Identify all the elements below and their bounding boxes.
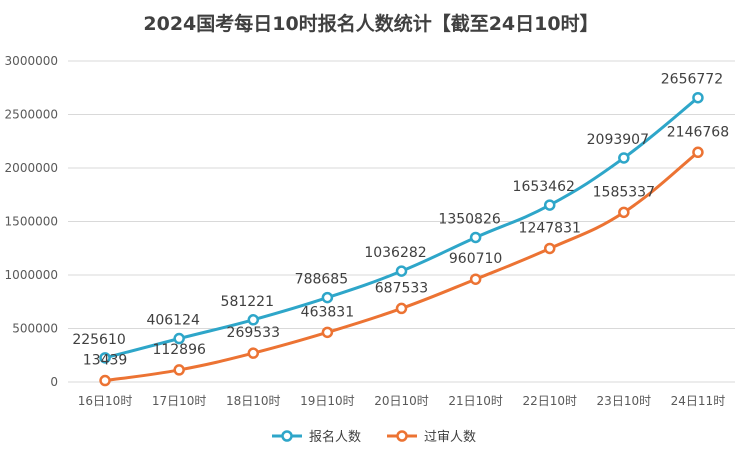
legend-marker	[396, 430, 408, 442]
legend-label: 报名人数	[309, 429, 361, 445]
data-label: 225610	[72, 332, 125, 348]
legend-item-registered[interactable]: 报名人数	[272, 429, 361, 445]
data-label: 581221	[221, 294, 274, 310]
data-label: 406124	[146, 313, 200, 329]
data-point[interactable]	[99, 374, 111, 387]
legend-marker	[281, 430, 293, 442]
data-point[interactable]	[469, 231, 482, 244]
x-tick-label: 17日10时	[152, 394, 207, 408]
y-tick-label: 3000000	[5, 54, 58, 68]
data-point[interactable]	[469, 273, 482, 285]
x-tick-label: 23日10时	[597, 394, 652, 408]
data-label: 1585337	[593, 184, 655, 200]
data-point[interactable]	[543, 242, 556, 255]
legend[interactable]: 报名人数 过审人数	[272, 429, 476, 445]
data-point[interactable]	[247, 347, 260, 359]
y-tick-label: 2000000	[5, 161, 58, 175]
x-tick-label: 22日10时	[522, 394, 577, 408]
x-tick-label: 21日10时	[448, 394, 503, 408]
data-label: 2093907	[587, 132, 649, 148]
data-label: 960710	[449, 251, 502, 267]
data-point[interactable]	[173, 332, 185, 345]
data-label: 269533	[227, 325, 280, 341]
data-point[interactable]	[692, 146, 704, 159]
data-label: 1653462	[513, 179, 575, 195]
x-tick-label: 19日10时	[300, 394, 355, 408]
legend-item-approved[interactable]: 过审人数	[387, 430, 476, 445]
chart-title: 2024国考每日10时报名人数统计【截至24日10时】	[143, 12, 598, 35]
data-label: 1247831	[519, 220, 581, 236]
y-axis-ticks: 0 500000 1000000 1500000 2000000 2500000 30000…	[5, 54, 58, 389]
y-tick-label: 2500000	[5, 108, 58, 122]
legend-label: 过审人数	[424, 430, 476, 445]
data-label: 687533	[375, 280, 428, 296]
x-tick-label: 16日10时	[78, 394, 133, 408]
data-label: 2656772	[661, 72, 723, 88]
data-point[interactable]	[395, 302, 408, 315]
data-label: 1036282	[364, 245, 426, 261]
series-line-registered	[103, 96, 700, 360]
x-tick-label: 24日11时	[671, 394, 726, 408]
data-point[interactable]	[543, 199, 556, 211]
y-tick-label: 500000	[12, 322, 58, 336]
y-tick-label: 1500000	[5, 215, 58, 229]
data-point[interactable]	[618, 152, 630, 164]
data-point[interactable]	[247, 314, 260, 326]
data-point[interactable]	[321, 326, 334, 339]
data-label: 112896	[152, 342, 206, 358]
x-tick-label: 20日10时	[374, 394, 429, 408]
y-tick-label: 1000000	[5, 268, 58, 282]
data-labels: 225610 406124 581221 788685 1036282 1350826 16…	[72, 72, 729, 369]
data-point[interactable]	[99, 352, 111, 364]
data-point[interactable]	[395, 265, 408, 277]
series-lines	[99, 91, 704, 387]
x-tick-label: 18日10时	[226, 394, 281, 408]
data-label: 2146768	[667, 124, 729, 140]
data-label: 788685	[295, 272, 348, 288]
data-point[interactable]	[321, 291, 334, 304]
x-axis-ticks: 16日10时 17日10时 18日10时 19日10时 20日10时 21日10时 22日1…	[78, 394, 725, 408]
gridlines	[68, 60, 735, 383]
data-point[interactable]	[618, 206, 630, 219]
data-label: 1350826	[438, 211, 500, 227]
y-tick-label: 0	[50, 375, 58, 389]
data-label: 463831	[301, 304, 354, 320]
data-label: 13439	[83, 353, 128, 369]
data-point[interactable]	[692, 91, 704, 104]
data-point[interactable]	[173, 364, 185, 376]
